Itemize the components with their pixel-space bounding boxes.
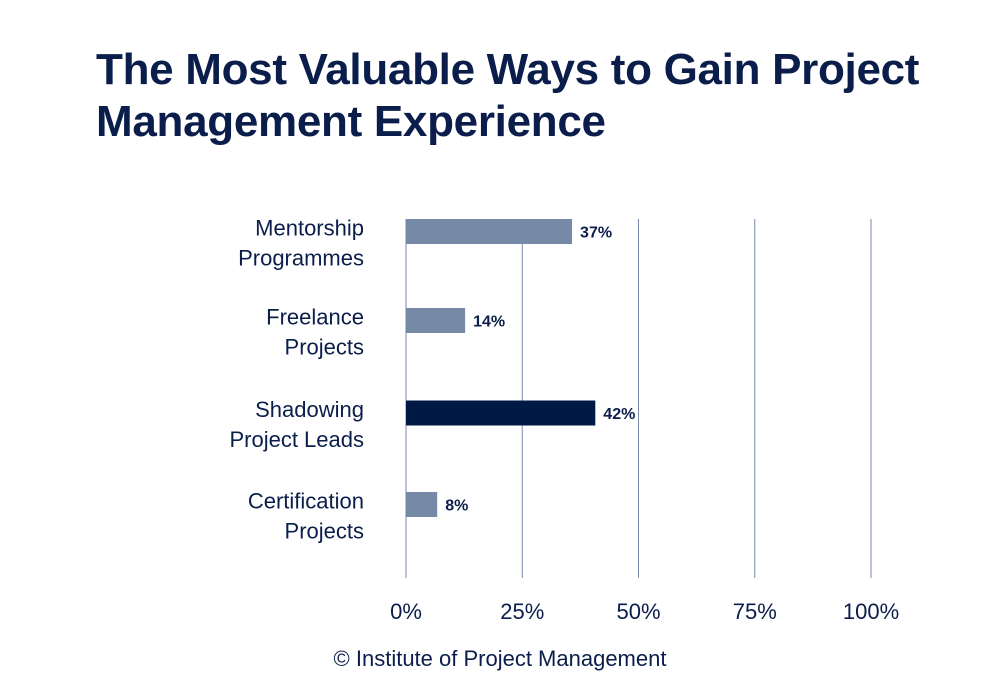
data-label: 14% [473,314,505,331]
x-tick-label: 50% [616,599,660,624]
bar [406,400,596,426]
bar [406,308,466,333]
x-tick-label: 0% [390,599,422,624]
x-tick-label: 75% [733,599,777,624]
x-tick-label: 100% [843,599,899,624]
category-label: Mentorship [255,216,364,241]
bar [406,219,573,244]
category-label: Certification [248,489,364,514]
source-credit: © Institute of Project Management [333,646,667,671]
category-label: Programmes [238,246,364,271]
x-tick-label: 25% [500,599,544,624]
data-label: 8% [445,498,468,515]
chart-title: The Most Valuable Ways to Gain Project M… [96,45,920,146]
data-label: 37% [580,225,612,242]
category-label: Project Leads [229,427,364,452]
category-label: Shadowing [255,397,364,422]
category-label: Freelance [266,305,364,330]
category-label: Projects [285,519,364,544]
bar [406,492,438,517]
category-label: Projects [285,335,364,360]
data-label: 42% [603,406,635,423]
